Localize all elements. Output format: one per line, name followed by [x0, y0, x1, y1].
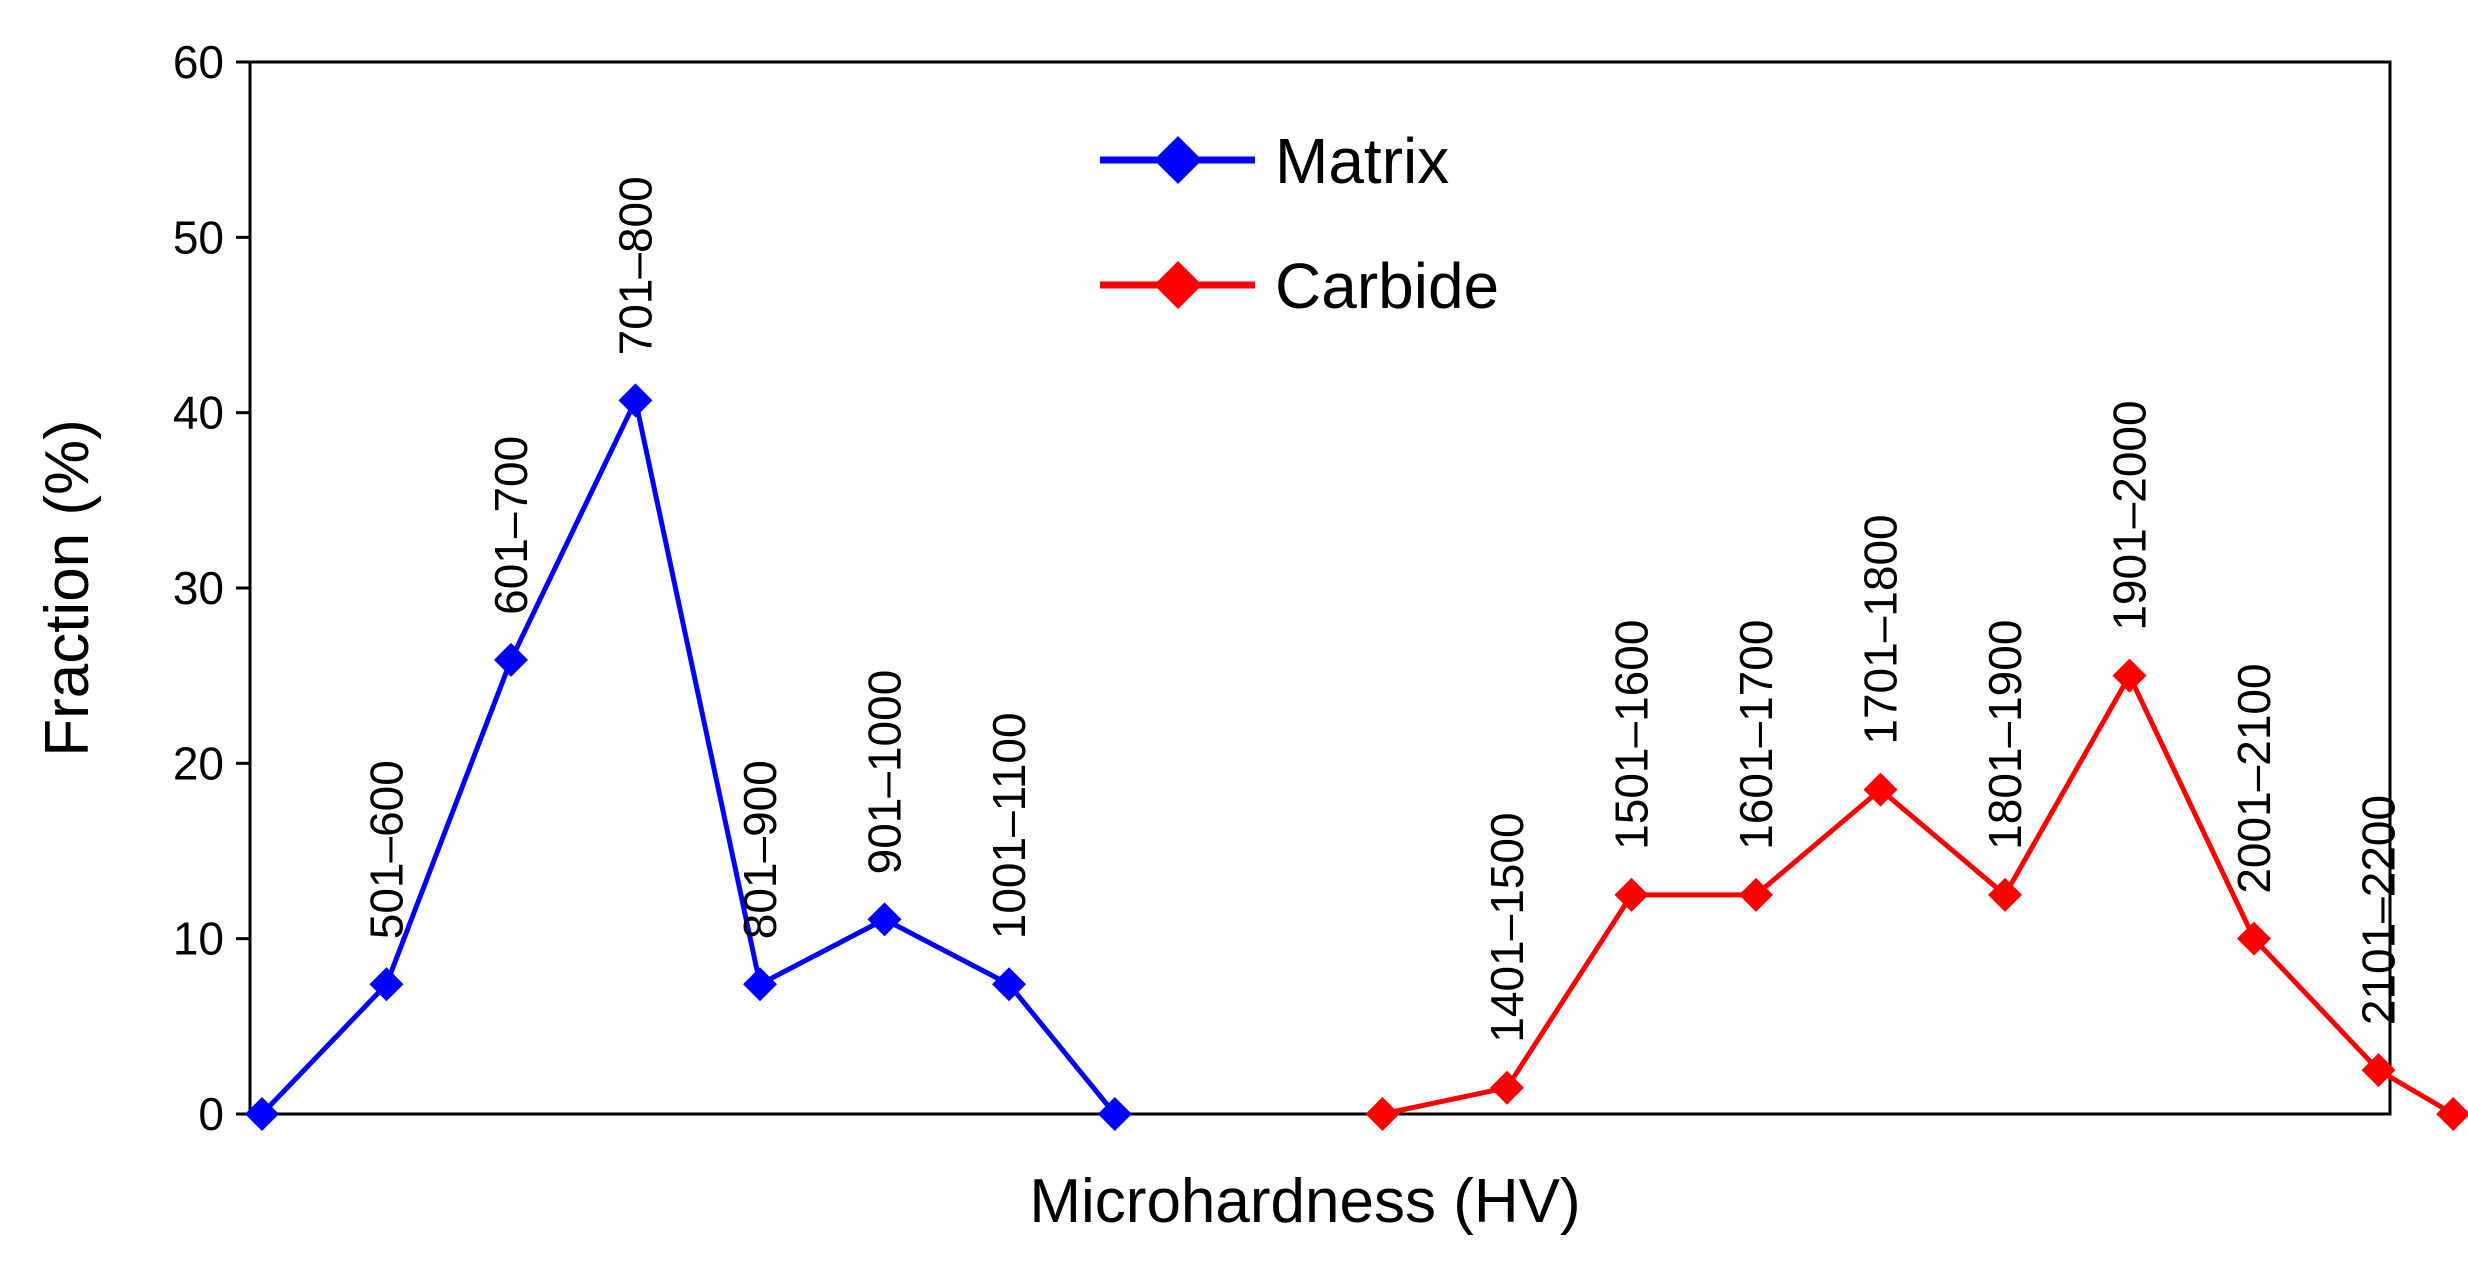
x-axis-title: Microhardness (HV) — [1029, 1167, 1580, 1236]
point-label: 2101–2200 — [2353, 795, 2405, 1025]
point-label: 501–600 — [361, 760, 413, 939]
data-point-carbide — [1614, 877, 1649, 912]
y-axis-title: Fraction (%) — [33, 419, 102, 757]
series-line-carbide — [1381, 670, 2455, 1117]
data-point-carbide — [2436, 1097, 2468, 1131]
point-labels: 501–600 601–700 701–800 801–900 901–1000 1001… — [361, 176, 2405, 1042]
data-point-matrix — [494, 642, 528, 677]
point-label: 1901–2000 — [2104, 400, 2156, 630]
data-point-carbide — [1863, 772, 1898, 807]
series-layer — [245, 383, 2468, 1131]
data-point-matrix — [245, 1097, 279, 1131]
point-label: 1501–1600 — [1606, 620, 1658, 850]
legend-carbide-label: Carbide — [1275, 250, 1499, 322]
data-point-carbide — [1490, 1070, 1524, 1105]
legend-matrix-marker — [1153, 135, 1203, 185]
point-label: 601–700 — [485, 436, 537, 615]
data-point-carbide — [1365, 1097, 1400, 1131]
point-label: 901–1000 — [859, 670, 911, 875]
point-label: 1801–1900 — [1979, 620, 2031, 850]
data-point-matrix — [618, 383, 653, 418]
y-tick-label: 50 — [173, 211, 224, 263]
y-tick-label: 20 — [173, 737, 224, 789]
y-tick-label: 10 — [173, 913, 224, 965]
data-point-carbide — [2112, 658, 2147, 693]
point-label: 701–800 — [610, 176, 662, 355]
legend: Matrix Carbide — [1100, 125, 1499, 322]
y-axis: 0 10 20 30 40 50 60 — [173, 36, 250, 1140]
data-point-carbide — [2361, 1053, 2396, 1088]
data-point-matrix — [992, 967, 1026, 1002]
data-point-carbide — [2237, 921, 2271, 956]
point-label: 801–900 — [734, 760, 786, 939]
legend-matrix-label: Matrix — [1275, 125, 1449, 197]
plot-area — [248, 60, 2392, 1116]
data-point-matrix — [743, 967, 777, 1002]
legend-carbide-marker — [1153, 260, 1203, 310]
series-line-matrix — [260, 392, 1117, 1116]
y-tick-label: 60 — [173, 36, 224, 88]
point-label: 2001–2100 — [2228, 663, 2280, 893]
data-point-matrix — [369, 967, 404, 1002]
point-label: 1001–1100 — [983, 712, 1035, 939]
data-point-matrix — [867, 902, 902, 937]
y-tick-label: 30 — [173, 562, 224, 614]
point-label: 1701–1800 — [1855, 514, 1907, 744]
data-point-carbide — [1739, 877, 1773, 912]
y-tick-label: 40 — [173, 387, 224, 439]
data-point-carbide — [1988, 877, 2022, 912]
point-label: 1601–1700 — [1730, 620, 1782, 850]
data-point-matrix — [1097, 1097, 1132, 1131]
y-tick-label: 0 — [198, 1088, 224, 1140]
point-label: 1401–1500 — [1481, 812, 1533, 1042]
